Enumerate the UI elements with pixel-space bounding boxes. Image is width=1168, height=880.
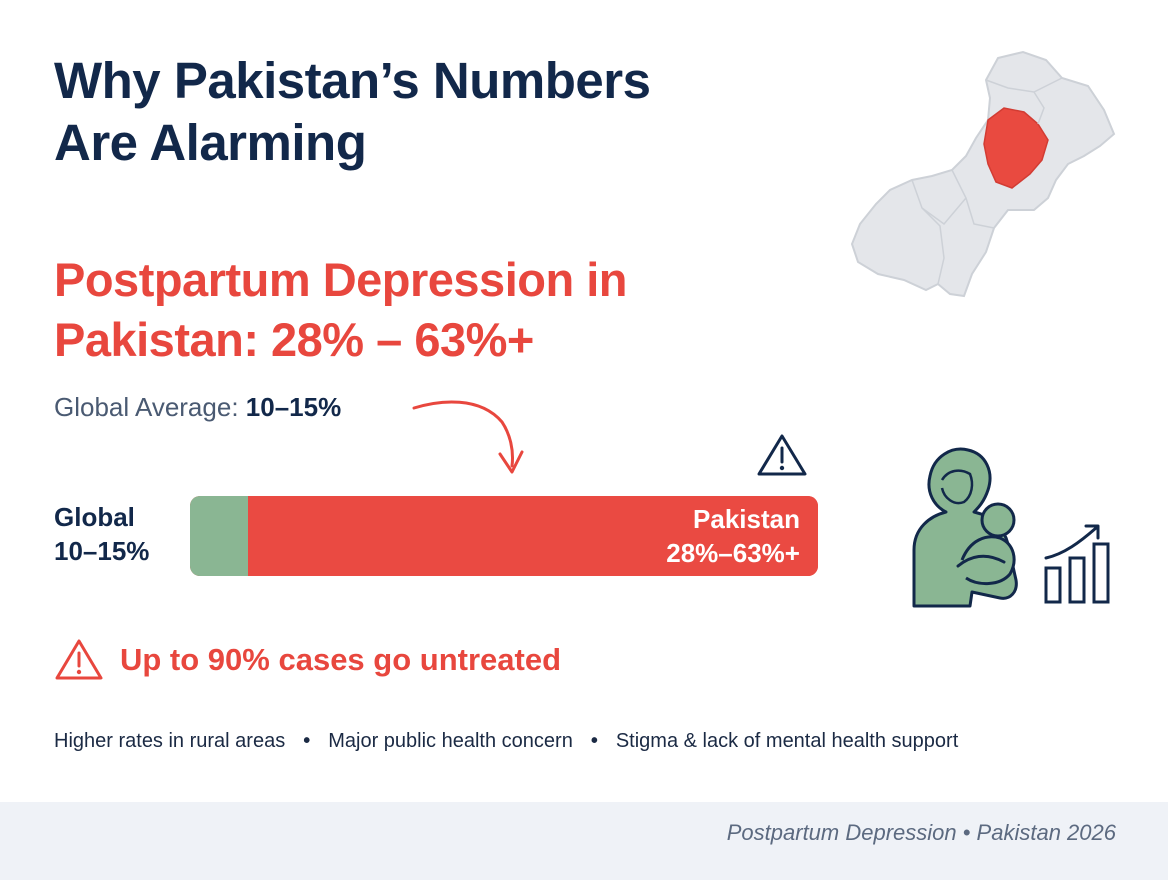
footer-text: Postpartum Depression • Pakistan 2026	[726, 820, 1116, 845]
mother-baby-icon	[912, 447, 1018, 608]
pakistan-label-name: Pakistan	[693, 504, 800, 534]
headline-line-1: Postpartum Depression in	[54, 253, 628, 306]
global-label-name: Global	[54, 502, 135, 532]
growth-chart-icon	[1044, 524, 1110, 604]
global-average-text: Global Average: 10–15%	[54, 392, 341, 423]
warning-icon	[55, 639, 103, 680]
headline: Postpartum Depression in Pakistan: 28% –…	[54, 250, 854, 370]
bullet-separator: •	[590, 730, 598, 752]
fact-item: Stigma & lack of mental health support	[615, 730, 959, 752]
fact-item: Major public health concern	[328, 730, 573, 752]
pakistan-bar-segment	[248, 496, 818, 576]
global-label-value: 10–15%	[54, 536, 150, 566]
map-pakistan-icon	[850, 50, 1116, 298]
global-average-value: 10–15%	[245, 392, 342, 422]
title-line-1: Why Pakistan’s Numbers	[54, 52, 651, 109]
pakistan-label-value: 28%–63%+	[666, 538, 800, 568]
footer: Postpartum Depression • Pakistan 2026	[0, 802, 1168, 880]
warning-icon	[757, 434, 807, 476]
page-title: Why Pakistan’s Numbers Are Alarming	[54, 50, 814, 174]
untreated-alert: Up to 90% cases go untreated	[54, 638, 561, 682]
bullet-separator: •	[303, 730, 311, 752]
global-average-label: Global Average:	[54, 392, 239, 422]
fact-item: Higher rates in rural areas	[54, 730, 286, 752]
global-bar-label: Global 10–15%	[54, 500, 149, 568]
headline-line-2: Pakistan: 28% – 63%+	[54, 313, 534, 366]
title-line-2: Are Alarming	[54, 114, 367, 171]
curved-arrow-icon	[412, 400, 524, 474]
untreated-text: Up to 90% cases go untreated	[120, 642, 562, 677]
pakistan-bar-label: Pakistan 28%–63%+	[666, 502, 800, 570]
global-bar-segment	[190, 496, 249, 576]
comparison-bar: Pakistan 28%–63%+	[190, 496, 818, 576]
facts-row: Higher rates in rural areas • Major publ…	[54, 730, 958, 753]
